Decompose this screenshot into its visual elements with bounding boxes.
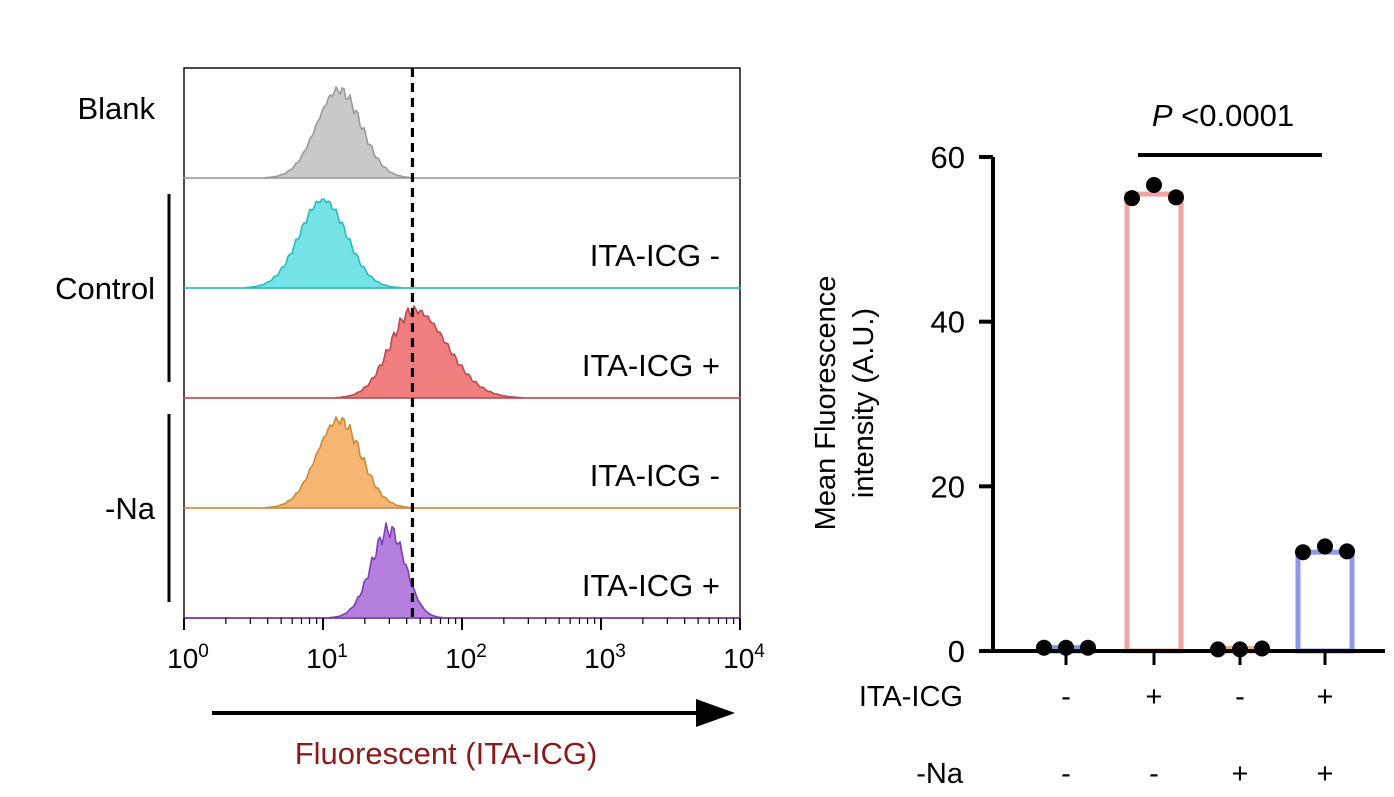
data-point [1295,544,1311,561]
data-point [1036,639,1052,656]
condition-sign-ita-icg: - [1235,681,1245,713]
y-tick-label: 0 [948,634,965,669]
x-tick-base: 10 [167,643,198,674]
y-axis-label: Mean Fluorescence intensity (A.U.) [810,276,880,531]
y-axis-label-line2: intensity (A.U.) [848,308,880,498]
x-tick-base: 10 [306,643,337,674]
x-tick-label: 100 [167,641,209,674]
bar [1295,549,1355,654]
data-point [1339,543,1355,560]
x-tick-label: 103 [584,641,626,674]
condition-sign-ita-icg: + [1146,681,1163,713]
data-point [1146,176,1162,193]
x-tick-base: 10 [445,643,476,674]
y-tick-label: 60 [931,140,965,175]
data-point [1254,640,1270,657]
bar [1124,191,1184,654]
condition-sign-na: - [1061,758,1071,790]
data-point [1168,189,1184,206]
histogram-frame [183,67,741,619]
x-tick-base: 10 [584,643,615,674]
data-point [1080,639,1096,656]
histogram-curve [183,86,741,179]
y-axis-label-line1: Mean Fluorescence [810,276,842,531]
group-label: Control [55,271,155,306]
x-axis-arrow-head [696,699,735,727]
significance-p: P [1152,98,1173,133]
condition-sign-na: + [1317,758,1334,790]
data-point [1317,538,1333,555]
histogram-curve [183,198,741,289]
significance-label: P <0.0001 [1152,98,1294,133]
x-tick-exponent: 4 [754,641,765,662]
track-label: ITA-ICG - [590,238,720,273]
group-label: -Na [105,491,156,526]
histogram-curve [183,305,741,399]
condition-sign-na: - [1149,758,1159,790]
row-label-na: -Na [916,758,964,790]
x-axis-label: Fluorescent (ITA-ICG) [295,736,598,771]
x-tick-label: 104 [723,641,765,674]
condition-sign-na: + [1232,758,1249,790]
group-label: Blank [77,91,155,126]
x-tick-base: 10 [723,643,754,674]
x-tick-label: 101 [306,641,348,674]
bar-chart-panel: 0 20 40 60 Mean Fluorescence intensity (A.U.)… [810,98,1385,790]
row-label-ita-icg: ITA-ICG [859,681,963,713]
histogram-curve [183,416,741,509]
y-tick-label: 20 [931,469,965,504]
x-tick-exponent: 2 [476,641,487,662]
condition-sign-ita-icg: + [1317,681,1334,713]
histogram-panel: ITA-ICG - ITA-ICG + ITA-ICG - ITA-ICG + Blan… [55,67,765,771]
track-label: ITA-ICG + [582,568,720,603]
y-tick-label: 40 [931,305,965,340]
track-label: ITA-ICG - [590,458,720,493]
data-point [1124,190,1140,207]
x-tick-label: 102 [445,641,487,674]
x-tick-exponent: 1 [337,641,348,662]
condition-sign-ita-icg: - [1061,681,1071,713]
x-tick-exponent: 0 [198,641,209,662]
track-label: ITA-ICG + [582,348,720,383]
x-tick-exponent: 3 [615,641,626,662]
significance-value: <0.0001 [1173,98,1295,133]
